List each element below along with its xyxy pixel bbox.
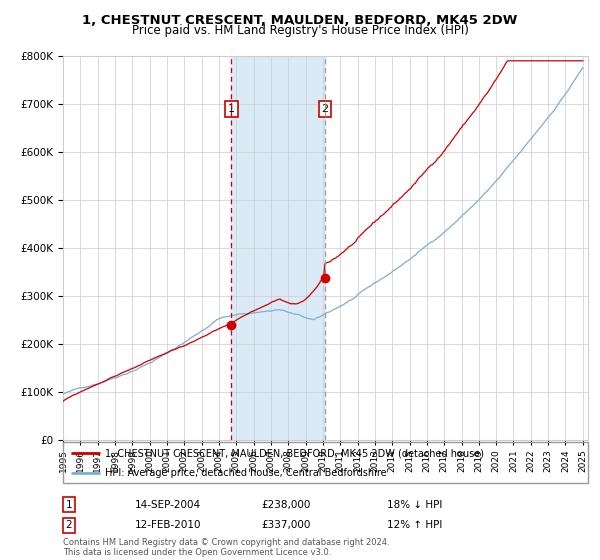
Text: Contains HM Land Registry data © Crown copyright and database right 2024.
This d: Contains HM Land Registry data © Crown c… <box>63 538 389 557</box>
Text: £337,000: £337,000 <box>261 520 310 530</box>
Text: 1: 1 <box>65 500 73 510</box>
Text: Price paid vs. HM Land Registry's House Price Index (HPI): Price paid vs. HM Land Registry's House … <box>131 24 469 36</box>
Text: 1, CHESTNUT CRESCENT, MAULDEN, BEDFORD, MK45 2DW: 1, CHESTNUT CRESCENT, MAULDEN, BEDFORD, … <box>82 14 518 27</box>
Text: 1: 1 <box>228 104 235 114</box>
Text: 12% ↑ HPI: 12% ↑ HPI <box>387 520 442 530</box>
Text: 2: 2 <box>65 520 73 530</box>
Text: 14-SEP-2004: 14-SEP-2004 <box>135 500 201 510</box>
Bar <box>231 56 325 440</box>
Text: 18% ↓ HPI: 18% ↓ HPI <box>387 500 442 510</box>
Text: HPI: Average price, detached house, Central Bedfordshire: HPI: Average price, detached house, Cent… <box>105 468 386 478</box>
Text: 1, CHESTNUT CRESCENT, MAULDEN, BEDFORD, MK45 2DW (detached house): 1, CHESTNUT CRESCENT, MAULDEN, BEDFORD, … <box>105 449 484 458</box>
Text: £238,000: £238,000 <box>261 500 310 510</box>
Text: 2: 2 <box>322 104 329 114</box>
Text: 12-FEB-2010: 12-FEB-2010 <box>135 520 202 530</box>
